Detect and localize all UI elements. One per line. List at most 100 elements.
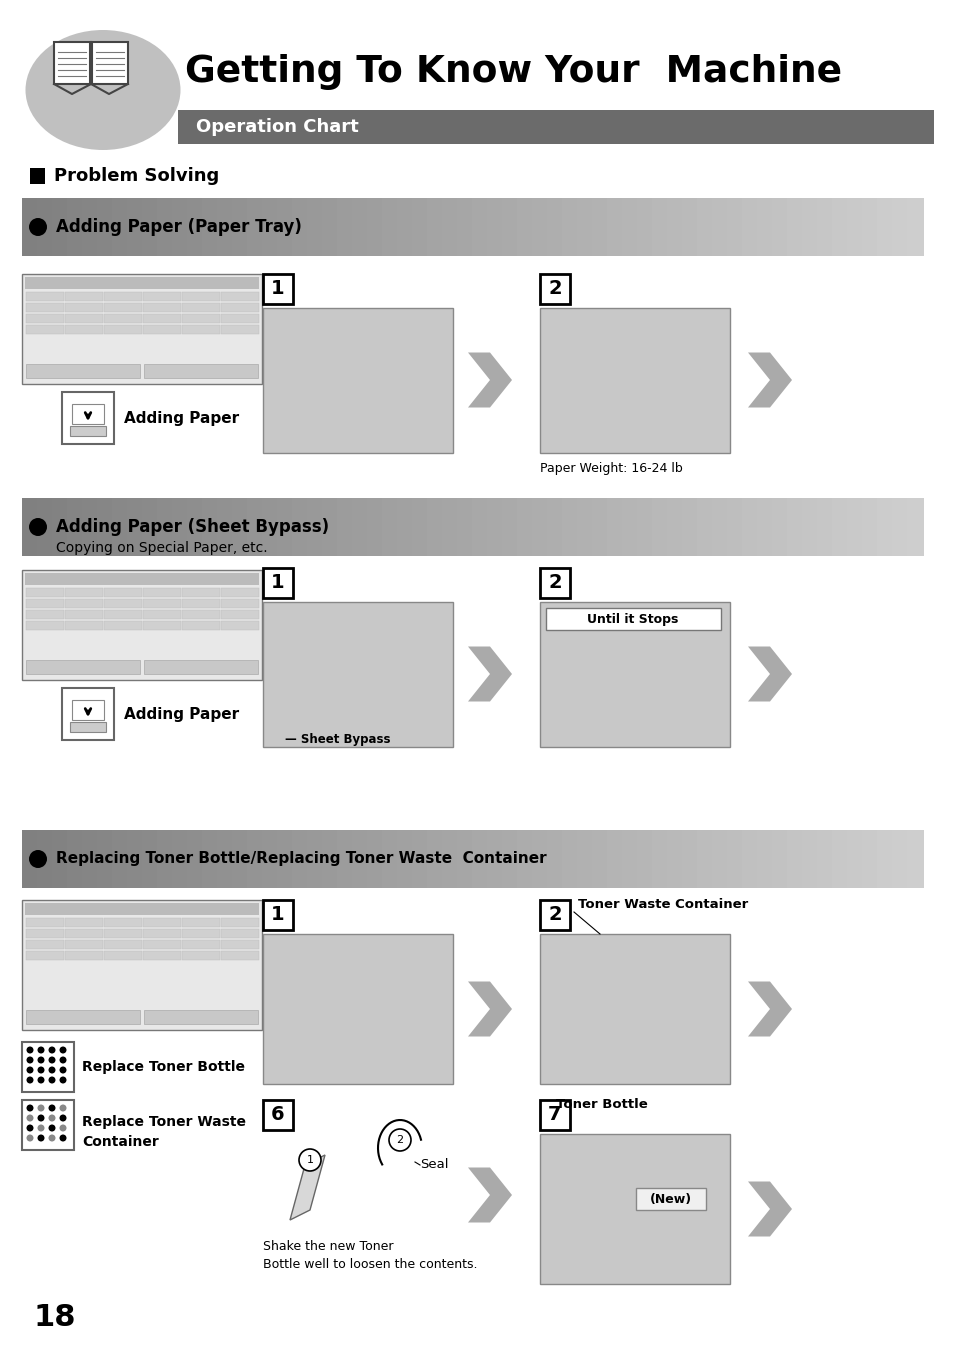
Bar [104,951,142,961]
Bar [143,951,181,961]
Polygon shape [290,1155,325,1220]
Bar [456,499,474,557]
Bar [182,292,220,301]
Bar [801,830,818,888]
Bar [182,940,220,948]
Bar [352,199,369,255]
Circle shape [389,1129,411,1151]
Bar [52,830,69,888]
Bar [681,199,699,255]
Bar [22,570,262,680]
Bar [144,661,257,674]
Circle shape [59,1056,67,1063]
Text: 1: 1 [306,1155,314,1165]
Bar [104,929,142,938]
Bar [182,326,220,334]
Bar [539,1100,569,1129]
Bar [202,199,219,255]
Bar [367,199,384,255]
Bar [816,199,833,255]
Bar [104,598,142,608]
Bar [412,199,429,255]
Bar [412,499,429,557]
Bar [263,603,453,747]
Bar [26,598,64,608]
Circle shape [49,1115,55,1121]
Bar [127,499,144,557]
Bar [142,499,159,557]
Text: 2: 2 [548,905,561,924]
Text: 7: 7 [548,1105,561,1124]
Bar [367,830,384,888]
Bar [741,830,759,888]
Bar [517,830,534,888]
Bar [232,830,249,888]
Bar [606,499,623,557]
Bar [276,199,294,255]
Bar [292,830,309,888]
Bar [144,363,257,378]
Bar [26,326,64,334]
Bar [276,499,294,557]
Circle shape [37,1047,45,1054]
Bar [143,292,181,301]
Text: Toner Bottle: Toner Bottle [556,1098,647,1112]
Circle shape [59,1135,67,1142]
Bar [26,363,140,378]
Circle shape [59,1077,67,1084]
Text: Replace Toner Bottle: Replace Toner Bottle [82,1061,245,1074]
Bar [726,499,743,557]
Bar [862,499,878,557]
Bar [636,1188,705,1210]
Bar [221,598,258,608]
Bar [65,917,103,927]
Bar [187,199,204,255]
Bar [637,830,654,888]
Bar [221,292,258,301]
Bar [221,940,258,948]
Circle shape [29,218,47,236]
Bar [831,199,848,255]
Bar [216,199,233,255]
Bar [82,199,99,255]
Bar [182,929,220,938]
Bar [26,292,64,301]
Bar [741,499,759,557]
Bar [876,499,893,557]
Bar [62,392,113,444]
Bar [441,830,458,888]
Bar [322,199,338,255]
Bar [381,199,398,255]
Bar [831,499,848,557]
Bar [26,588,64,597]
Bar [143,917,181,927]
Circle shape [49,1047,55,1054]
Bar [592,499,608,557]
Bar [104,621,142,630]
Bar [143,588,181,597]
Bar [221,326,258,334]
Bar [221,917,258,927]
Bar [726,830,743,888]
Bar [501,199,518,255]
Bar [396,499,414,557]
Bar [412,830,429,888]
Circle shape [29,517,47,536]
Bar [26,621,64,630]
Bar [741,199,759,255]
Bar [307,499,324,557]
Bar [71,404,104,424]
Bar [757,199,773,255]
Bar [381,499,398,557]
Text: 2: 2 [396,1135,403,1146]
Polygon shape [468,647,512,701]
Bar [621,830,639,888]
Bar [65,313,103,323]
Bar [143,303,181,312]
Polygon shape [468,1167,512,1223]
Bar [263,308,453,453]
Circle shape [59,1066,67,1074]
Circle shape [49,1077,55,1084]
Bar [97,830,113,888]
Circle shape [49,1124,55,1132]
